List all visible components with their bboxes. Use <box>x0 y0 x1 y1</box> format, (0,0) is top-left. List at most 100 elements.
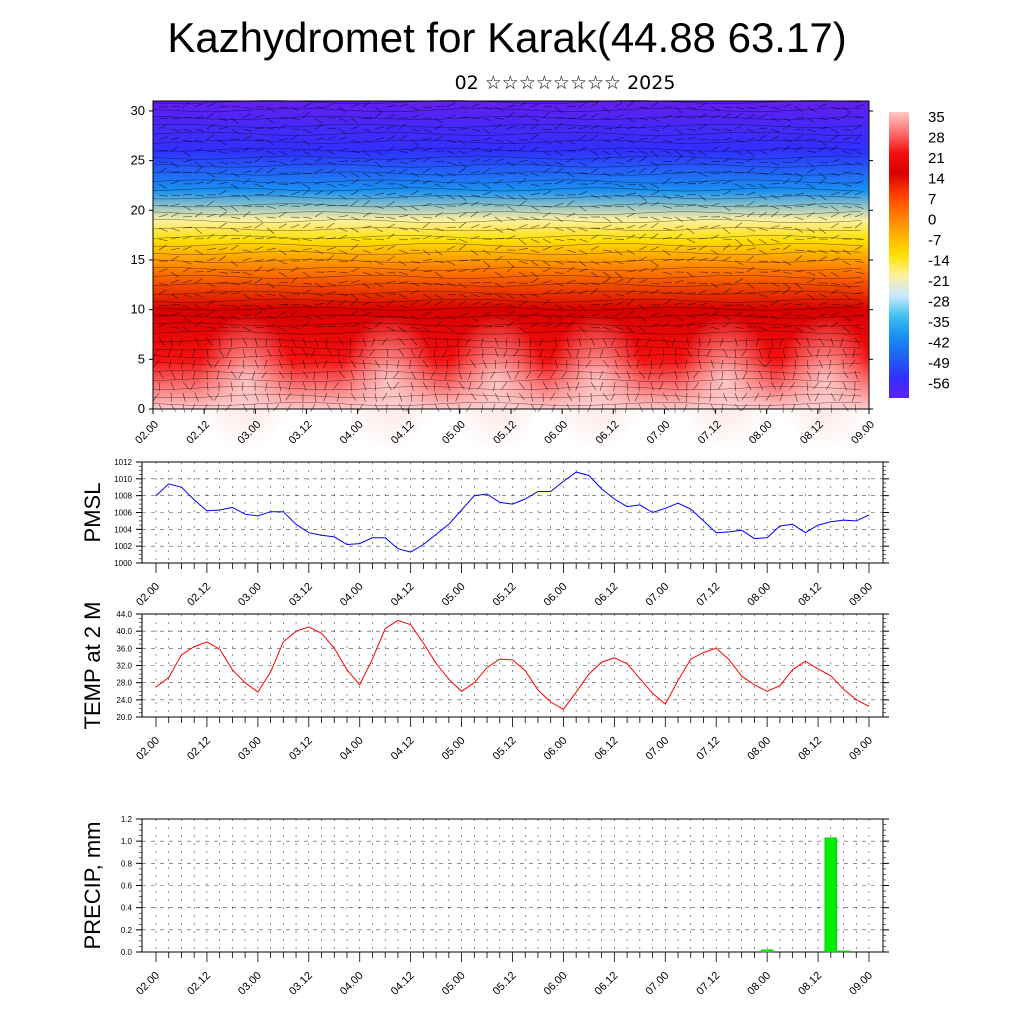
wind-barb <box>266 227 275 234</box>
wind-barb <box>290 117 300 120</box>
wind-barb <box>765 359 772 368</box>
wind-barb <box>722 271 732 274</box>
wind-barb <box>770 260 780 264</box>
wind-barb <box>338 136 348 141</box>
wind-barb <box>842 171 852 174</box>
wind-barb <box>170 293 179 299</box>
wind-barb <box>587 403 592 413</box>
wind-barb <box>674 233 683 240</box>
wind-barb <box>398 315 408 319</box>
wind-barb <box>242 147 252 152</box>
wind-barb <box>782 205 792 209</box>
wind-barb <box>410 158 420 163</box>
wind-barb <box>374 392 377 402</box>
wind-barb <box>194 147 204 152</box>
wind-barb <box>674 155 683 163</box>
wind-barb <box>278 293 288 299</box>
wind-barb <box>686 194 697 196</box>
wind-barb <box>779 381 784 391</box>
wind-barb <box>470 128 480 132</box>
wind-barb <box>614 124 623 130</box>
wind-barb <box>686 170 696 174</box>
wind-barb <box>530 304 540 309</box>
wind-barb <box>494 282 503 288</box>
x-tick-label: 05.00 <box>440 735 468 763</box>
colorbar-label: -49 <box>928 355 950 372</box>
wind-barb <box>576 370 580 380</box>
wind-barb <box>566 381 570 391</box>
wind-barb <box>806 337 811 347</box>
wind-barb <box>182 193 193 196</box>
wind-barb <box>758 105 768 108</box>
wind-barb <box>566 403 572 413</box>
wind-barb <box>842 205 852 209</box>
wind-barb <box>842 348 847 358</box>
wind-barb <box>290 359 294 369</box>
wind-barb <box>470 224 480 229</box>
wind-barb <box>206 214 216 218</box>
contour-lines <box>152 100 862 406</box>
wind-barb <box>505 359 508 369</box>
wind-barb <box>302 172 313 175</box>
wind-barb <box>266 258 276 262</box>
wind-barb <box>602 249 612 252</box>
wind-barb <box>398 238 408 241</box>
wind-barb <box>206 337 213 346</box>
wind-barb <box>638 106 648 109</box>
wind-barb <box>470 315 479 322</box>
wind-barb <box>710 293 721 295</box>
wind-barb <box>566 249 576 253</box>
wind-barb <box>722 392 728 402</box>
wind-barb <box>794 392 798 402</box>
wind-barb <box>446 381 451 391</box>
wind-barb <box>650 101 659 108</box>
wind-barb <box>482 281 492 284</box>
wind-barb <box>374 216 385 218</box>
wind-barb <box>638 117 648 121</box>
wind-barb <box>458 194 467 201</box>
wind-barb <box>697 403 700 413</box>
wind-barb <box>254 337 258 347</box>
wind-barb <box>662 337 669 346</box>
wind-barb <box>266 267 276 273</box>
wind-barb <box>686 337 690 347</box>
wind-barb <box>590 180 600 185</box>
wind-barb <box>638 370 645 379</box>
wind-barb <box>302 222 311 229</box>
wind-barb <box>683 403 688 413</box>
contour-line <box>152 100 862 104</box>
wind-barb <box>470 293 480 298</box>
wind-barb <box>194 128 204 132</box>
wind-barb <box>650 403 654 413</box>
wind-barb <box>458 212 467 218</box>
wind-barb <box>590 381 596 390</box>
wind-barb <box>302 128 312 134</box>
wind-barb <box>182 304 192 310</box>
wind-barb <box>314 157 324 163</box>
wind-barb <box>671 337 676 347</box>
wind-barb <box>746 167 755 174</box>
wind-barb <box>194 116 204 119</box>
wind-barb <box>662 194 672 200</box>
wind-barb <box>158 183 167 189</box>
wind-barb <box>662 271 672 275</box>
wind-barb <box>458 381 465 390</box>
wind-barb <box>374 227 384 233</box>
wind-barb <box>158 304 169 307</box>
wind-barb <box>442 348 448 358</box>
wind-barb <box>590 282 600 286</box>
wind-barb <box>338 370 346 379</box>
wind-barb <box>254 246 264 251</box>
wind-barb <box>393 381 400 390</box>
wind-barb <box>326 136 336 141</box>
wind-barb <box>422 258 432 262</box>
wind-barb <box>614 249 623 256</box>
wind-barb <box>590 287 599 295</box>
wind-barb <box>410 348 415 358</box>
wind-barb <box>158 289 168 295</box>
wind-barb <box>734 106 744 110</box>
wind-barb <box>746 255 755 262</box>
contour-line <box>152 211 862 216</box>
wind-barb <box>458 139 467 146</box>
wind-barb <box>674 325 684 328</box>
